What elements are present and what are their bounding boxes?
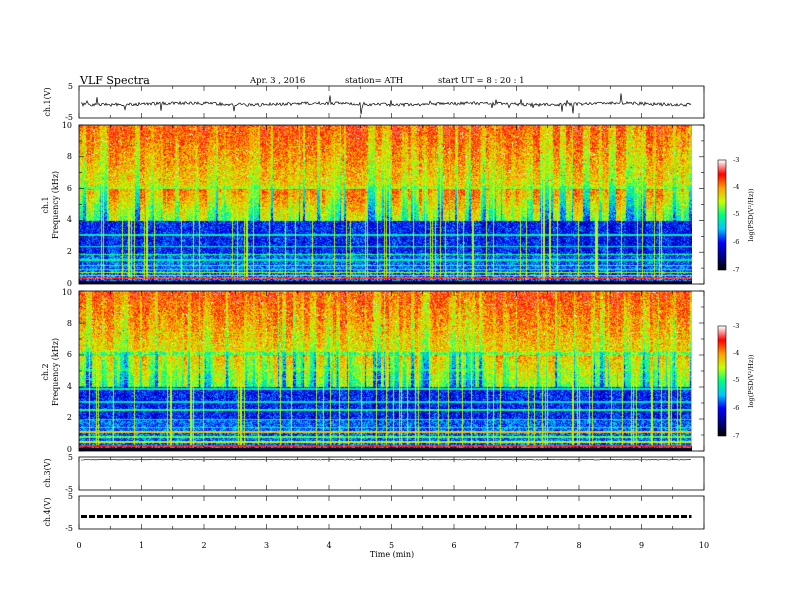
time-tick-label-4: 4 <box>326 541 331 550</box>
ch2-spec-ytick-4: 4 <box>67 382 72 391</box>
ch2-spec-ytick-2: 2 <box>67 413 72 422</box>
header-date: Apr. 3 , 2016 <box>249 76 305 86</box>
ch2-colorbar-tick-6: -6 <box>733 404 739 412</box>
ch4-ytick-bottom: -5 <box>65 524 73 533</box>
ch1-ylabel: ch.1(V) <box>43 87 52 116</box>
ch1-channel-label: ch.1 <box>41 196 50 213</box>
chart-title: VLF Spectra <box>79 74 150 87</box>
time-tick-label-8: 8 <box>576 541 581 550</box>
ch1-colorbar-tick-5: -5 <box>733 210 739 218</box>
header-start-time: start UT = 8 : 20 : 1 <box>438 76 525 86</box>
time-tick-label-10: 10 <box>699 541 709 550</box>
ch3-waveform-panel: 5 -5 ch.3(V) <box>43 453 705 494</box>
time-tick-label-2: 2 <box>201 541 206 550</box>
ch1-colorbar-tick-3: -3 <box>733 156 739 164</box>
ch1-spec-ytick-2: 2 <box>67 247 72 256</box>
time-tick-label-6: 6 <box>451 541 456 550</box>
ch2-colorbar-tick-3: -3 <box>733 322 739 330</box>
time-tick-label-0: 0 <box>76 541 81 550</box>
ch2-spec-ytick-0: 0 <box>67 445 72 454</box>
ch2-spectrogram-yticks: 0 2 4 6 8 10 <box>62 288 72 454</box>
ch1-colorbar-tick-6: -6 <box>733 238 739 246</box>
ch2-colorbar-label: log(PSD(V²/Hz)) <box>747 354 755 407</box>
ch2-channel-label: ch.2 <box>41 363 50 380</box>
ch1-frequency-label: Frequency (kHz) <box>51 171 60 239</box>
ch4-ytick-top: 5 <box>68 492 73 501</box>
ch2-frequency-label: Frequency (kHz) <box>51 338 60 406</box>
header-station: station= ATH <box>345 76 403 86</box>
ch4-ylabel: ch.4(V) <box>43 497 52 526</box>
ch3-waveform-trace <box>80 458 692 461</box>
ch1-spectrogram-image <box>79 125 692 284</box>
ch2-colorbar-tick-4: -4 <box>733 349 739 357</box>
ch1-colorbar-frame <box>717 159 727 271</box>
ch1-spec-ytick-0: 0 <box>67 279 72 288</box>
ch1-waveform-panel: 5 -5 ch.1(V) <box>43 82 705 122</box>
time-tick-label-5: 5 <box>389 541 394 550</box>
ch1-spec-ytick-10: 10 <box>62 121 72 130</box>
ch1-colorbar-tick-7: -7 <box>733 266 739 274</box>
ch1-ytick-bottom: -5 <box>65 113 73 122</box>
ch3-ylabel: ch.3(V) <box>43 458 52 487</box>
ch1-ytick-top: 5 <box>68 82 73 91</box>
ch3-ytick-top: 5 <box>68 453 73 462</box>
ch3-ytick-bottom: -5 <box>65 485 73 494</box>
time-axis: 0 1 2 3 4 5 6 7 8 9 10 <box>76 86 709 550</box>
time-tick-label-9: 9 <box>639 541 644 550</box>
time-tick-label-3: 3 <box>264 541 269 550</box>
ch1-spec-ytick-8: 8 <box>67 152 72 161</box>
ch2-spec-ytick-8: 8 <box>67 319 72 328</box>
ch2-colorbar-frame <box>717 325 727 437</box>
ch4-waveform-panel: 5 -5 ch.4(V) <box>43 492 705 533</box>
ch1-colorbar-label: log(PSD(V²/Hz)) <box>747 188 755 241</box>
ch1-waveform-trace <box>80 93 692 115</box>
time-axis-label: Time (min) <box>370 550 414 559</box>
time-tick-label-7: 7 <box>514 541 519 550</box>
ch2-spectrogram-image <box>79 291 692 451</box>
ch1-colorbar-tick-4: -4 <box>733 183 739 191</box>
ch1-spectrogram-yticks: 0 2 4 6 8 10 <box>62 121 72 288</box>
ch2-colorbar <box>718 326 726 436</box>
ch1-spec-ytick-6: 6 <box>67 184 72 193</box>
ch2-spec-ytick-10: 10 <box>62 288 72 297</box>
ch2-colorbar-tick-7: -7 <box>733 432 739 440</box>
ch1-colorbar <box>718 160 726 270</box>
ch1-spec-ytick-4: 4 <box>67 215 72 224</box>
ch2-spec-ytick-6: 6 <box>67 350 72 359</box>
time-tick-label-1: 1 <box>139 541 144 550</box>
ch2-colorbar-tick-5: -5 <box>733 376 739 384</box>
